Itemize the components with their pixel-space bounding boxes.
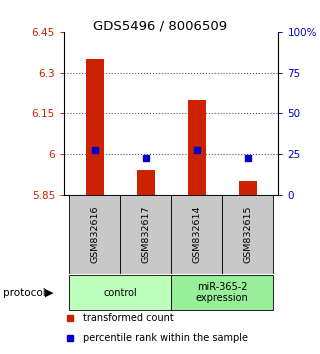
Bar — [188, 100, 206, 195]
Text: GSM832614: GSM832614 — [192, 206, 201, 263]
Text: GSM832616: GSM832616 — [90, 206, 99, 263]
Bar — [222, 195, 273, 274]
Bar — [120, 195, 171, 274]
Bar — [239, 181, 257, 195]
Text: GSM832617: GSM832617 — [141, 206, 150, 263]
Text: GSM832615: GSM832615 — [243, 206, 252, 263]
Bar — [137, 170, 155, 195]
Text: ▶: ▶ — [45, 287, 54, 298]
Bar — [86, 59, 104, 195]
Text: percentile rank within the sample: percentile rank within the sample — [83, 333, 248, 343]
Bar — [69, 275, 171, 310]
Text: GDS5496 / 8006509: GDS5496 / 8006509 — [93, 19, 227, 33]
Bar — [171, 275, 273, 310]
Text: miR-365-2
expression: miR-365-2 expression — [196, 282, 249, 303]
Bar — [171, 195, 222, 274]
Bar — [69, 195, 120, 274]
Text: protocol: protocol — [3, 287, 46, 298]
Text: transformed count: transformed count — [83, 313, 174, 323]
Text: control: control — [103, 287, 137, 298]
